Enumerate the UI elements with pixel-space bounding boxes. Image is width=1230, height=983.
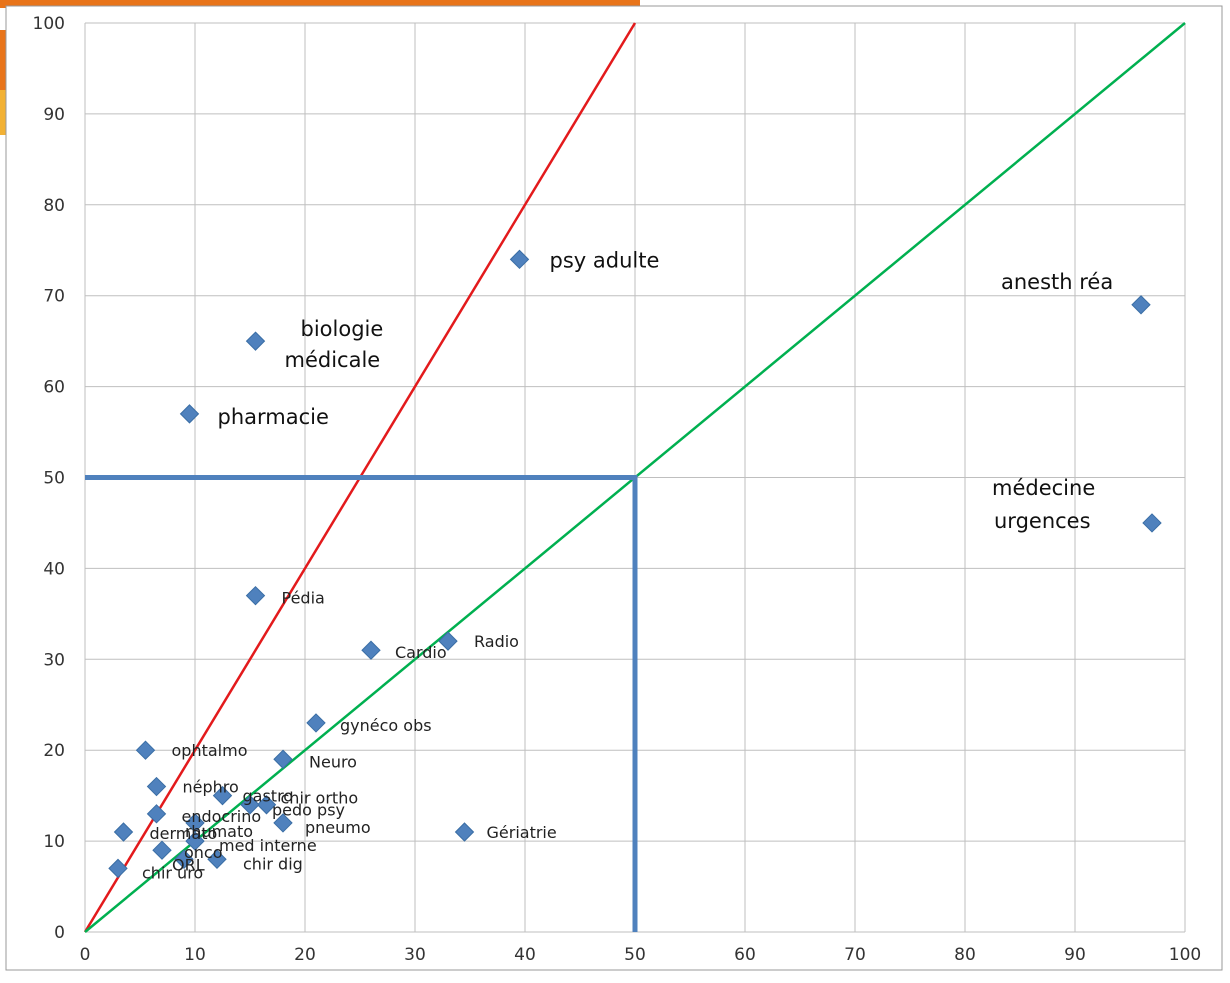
- data-point: [146, 776, 167, 797]
- data-point: [438, 631, 458, 651]
- data-label: Radio: [474, 632, 519, 651]
- axis-ticks: 0 10 20 30 40 50 60 70 80 90 100 0 10 20 30 40 50 60 70 80 9…: [33, 14, 1202, 965]
- data-label: anesth réa: [1001, 270, 1113, 294]
- y-tick-label: 50: [43, 469, 65, 489]
- y-tick-label: 20: [43, 741, 65, 761]
- data-point: [179, 404, 200, 424]
- data-point: [152, 840, 172, 860]
- data-label: ophtalmo: [172, 741, 248, 760]
- data-point: [212, 785, 233, 806]
- data-label: néphro: [183, 778, 239, 797]
- data-point: [509, 249, 530, 270]
- data-label: Neuro: [309, 752, 357, 771]
- y-tick-label: 30: [43, 650, 65, 670]
- y-tick-label: 60: [43, 378, 65, 398]
- data-label: chir dig: [243, 854, 303, 873]
- y-tick-label: 90: [43, 105, 65, 125]
- data-label: dermato: [150, 824, 218, 843]
- x-tick-label: 0: [80, 945, 91, 965]
- data-label: chir ortho: [281, 789, 359, 808]
- data-point: [135, 740, 156, 760]
- data-label: gynéco obs: [340, 716, 432, 735]
- data-label: chir uro: [142, 863, 203, 882]
- data-point: [207, 849, 227, 869]
- x-tick-label: 10: [184, 945, 206, 965]
- data-point: [454, 822, 475, 842]
- data-labels: psy adulte anesth réa biologie médicale phar…: [142, 248, 1113, 882]
- reference-lines: [83, 22, 1186, 933]
- y-tick-label: 40: [43, 559, 65, 579]
- y-tick-label: 100: [33, 14, 65, 34]
- y-tick-label: 10: [43, 832, 65, 852]
- x-tick-label: 100: [1169, 945, 1201, 965]
- data-point: [1131, 295, 1151, 315]
- data-point: [273, 749, 293, 769]
- x-tick-label: 60: [734, 945, 756, 965]
- x-tick-label: 30: [404, 945, 426, 965]
- data-point: [108, 858, 128, 879]
- data-label: gastro: [243, 787, 294, 806]
- y-tick-label: 70: [43, 287, 65, 307]
- data-point: [113, 822, 134, 842]
- data-label: Pédia: [282, 589, 325, 608]
- data-label: Cardio: [395, 643, 447, 662]
- reference-line: [85, 475, 638, 932]
- data-label: onco: [184, 843, 223, 862]
- data-label: med interne: [219, 836, 317, 855]
- data-point: [240, 795, 260, 815]
- data-label: psy adulte: [550, 248, 660, 272]
- data-point: [306, 713, 326, 733]
- data-point: [361, 640, 381, 660]
- background-banner-top: [0, 0, 640, 8]
- data-point: [245, 585, 266, 606]
- x-tick-label: 80: [954, 945, 976, 965]
- data-point: [146, 804, 167, 824]
- data-points: [108, 249, 1162, 879]
- data-label: pneumo: [305, 818, 371, 837]
- y-tick-label: 0: [54, 923, 65, 943]
- data-label: médecine urgences: [992, 476, 1095, 533]
- data-point: [185, 831, 205, 851]
- background-banner-left-accent: [0, 90, 8, 135]
- data-label: ORL: [172, 855, 205, 874]
- data-label: pharmacie: [218, 405, 329, 429]
- data-label: Gériatrie: [487, 823, 557, 842]
- y-tick-label: 80: [43, 196, 65, 216]
- data-label: biologie médicale: [285, 317, 384, 372]
- data-point: [245, 331, 266, 351]
- x-tick-label: 70: [844, 945, 866, 965]
- x-tick-label: 20: [294, 945, 316, 965]
- data-label: endocrino: [182, 807, 262, 826]
- x-tick-label: 40: [514, 945, 536, 965]
- data-point: [256, 795, 277, 815]
- background-banner-left: [0, 30, 8, 90]
- chart-border: [5, 5, 1223, 971]
- x-tick-label: 50: [624, 945, 646, 965]
- data-point: [174, 849, 194, 869]
- data-label: rhumato: [185, 822, 253, 841]
- data-label: pedo psy: [272, 801, 345, 820]
- x-tick-label: 90: [1064, 945, 1086, 965]
- data-point: [1142, 513, 1162, 533]
- data-point: [273, 813, 293, 833]
